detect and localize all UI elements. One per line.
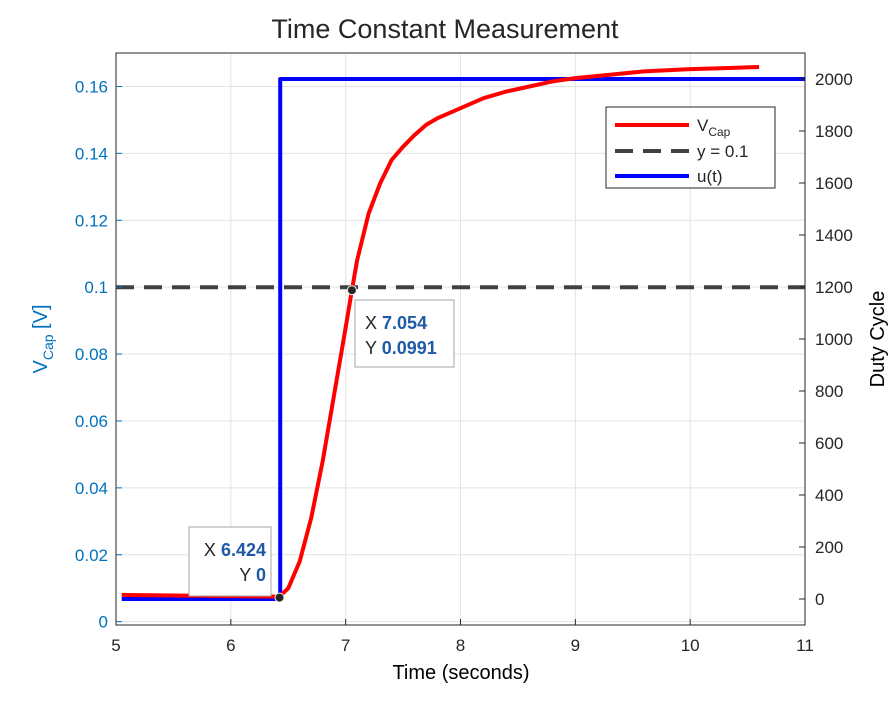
legend: VCap y = 0.1 u(t) bbox=[605, 106, 776, 189]
y-right-tick-label: 1000 bbox=[815, 330, 853, 349]
x-tick-label: 11 bbox=[796, 636, 814, 655]
datatip-step-start[interactable]: X 6.424 Y 0 bbox=[188, 526, 285, 603]
y-right-tick-label: 400 bbox=[815, 486, 843, 505]
legend-label-vcap: VCap bbox=[697, 116, 731, 139]
y-right-tick-label: 600 bbox=[815, 434, 843, 453]
y-right-tick-label: 200 bbox=[815, 538, 843, 557]
y-axis-left-label: VCap [V] bbox=[30, 304, 56, 373]
x-axis-label: Time (seconds) bbox=[392, 662, 529, 684]
y-right-tick-label: 800 bbox=[815, 382, 843, 401]
x-tick-label: 5 bbox=[111, 636, 120, 655]
x-tick-label: 6 bbox=[226, 636, 235, 655]
series-layer bbox=[116, 65, 805, 601]
vcap-series-line bbox=[121, 65, 760, 599]
datatip-marker bbox=[346, 285, 357, 296]
datatip-x: X 7.054 bbox=[365, 313, 427, 333]
y-left-tick-label: 0.12 bbox=[75, 211, 108, 230]
y-axis-right-label: Duty Cycle bbox=[867, 291, 889, 388]
x-tick-label: 9 bbox=[571, 636, 580, 655]
chart-title: Time Constant Measurement bbox=[271, 14, 619, 44]
datatip-threshold-crossing[interactable]: X 7.054 Y 0.0991 bbox=[346, 285, 455, 368]
y-right-tick-label: 1600 bbox=[815, 174, 853, 193]
y-right-tick-label: 2000 bbox=[815, 70, 853, 89]
y-axis-left: 0 0.02 0.04 0.06 0.08 0.1 0.12 0.14 0.16 bbox=[75, 77, 122, 632]
y-left-tick-label: 0.14 bbox=[75, 144, 108, 163]
y-right-tick-label: 1800 bbox=[815, 122, 853, 141]
datatip-y: Y 0.0991 bbox=[365, 338, 437, 358]
y-left-tick-label: 0 bbox=[99, 613, 108, 632]
x-tick-label: 8 bbox=[456, 636, 465, 655]
y-left-tick-label: 0.08 bbox=[75, 345, 108, 364]
datatip-y: Y 0 bbox=[239, 565, 266, 585]
y-left-tick-label: 0.1 bbox=[84, 278, 108, 297]
y-left-tick-label: 0.02 bbox=[75, 546, 108, 565]
datatip-box bbox=[188, 526, 272, 597]
datatip-marker bbox=[274, 592, 285, 603]
datatip-x: X 6.424 bbox=[204, 540, 266, 560]
y-left-tick-label: 0.06 bbox=[75, 412, 108, 431]
legend-label-input: u(t) bbox=[697, 167, 723, 186]
datatip-box bbox=[354, 299, 455, 368]
x-axis: 5 6 7 8 9 10 11 bbox=[111, 619, 814, 655]
legend-label-threshold: y = 0.1 bbox=[697, 142, 749, 161]
y-axis-right: 0 200 400 600 800 1000 1200 1400 1600 1800 2000 bbox=[799, 70, 853, 609]
y-right-tick-label: 0 bbox=[815, 590, 824, 609]
x-tick-label: 7 bbox=[341, 636, 350, 655]
y-left-tick-label: 0.16 bbox=[75, 77, 108, 96]
y-right-tick-label: 1200 bbox=[815, 278, 853, 297]
x-tick-label: 10 bbox=[681, 636, 700, 655]
y-left-tick-label: 0.04 bbox=[75, 479, 108, 498]
input-step-line bbox=[121, 77, 805, 601]
y-right-tick-label: 1400 bbox=[815, 226, 853, 245]
